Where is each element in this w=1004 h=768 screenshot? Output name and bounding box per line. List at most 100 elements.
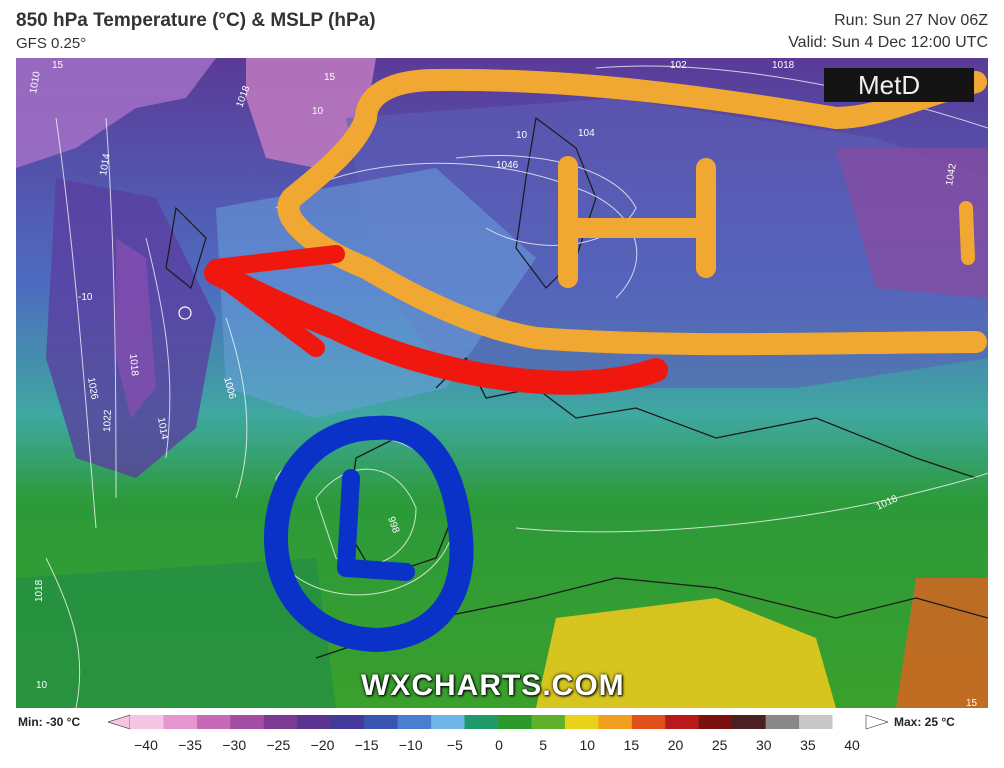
colorbar-segment xyxy=(832,715,867,729)
legend-tick-label: −15 xyxy=(354,737,379,753)
chart-header: 850 hPa Temperature (°C) & MSLP (hPa) GF… xyxy=(0,0,1004,58)
isobar-1018-west xyxy=(45,557,81,708)
isobar-1026 xyxy=(595,65,988,129)
cold-pool-east xyxy=(836,148,988,298)
metdesk-logo: MetD xyxy=(824,68,974,102)
colorbar-segment xyxy=(431,715,466,729)
isobar-label: 1042 xyxy=(944,162,959,186)
warm-east-orange xyxy=(896,578,988,708)
legend-tick-label: 5 xyxy=(539,737,548,753)
isobar-label: 1010 xyxy=(28,70,43,94)
colorbar-segment xyxy=(765,715,800,729)
isobar-label: 102 xyxy=(670,60,687,71)
colorbar-segment xyxy=(631,715,666,729)
warm-africa-yellow xyxy=(536,598,836,708)
legend-tick-label: 0 xyxy=(495,737,503,753)
isobar-label: 1014 xyxy=(155,417,170,441)
legend-tick-label: −40 xyxy=(134,737,158,753)
colorbar-min-arrow xyxy=(108,714,131,730)
isobar-high-outer xyxy=(275,162,638,299)
isobar-1046 xyxy=(455,155,637,246)
cold-air-europe xyxy=(346,98,988,388)
valid-time: Valid: Sun 4 Dec 12:00 UTC xyxy=(788,34,988,51)
colorbar-segment xyxy=(564,715,599,729)
legend-min-label: Min: -30 °C xyxy=(18,715,81,729)
colorbar-segment xyxy=(163,715,198,729)
isobar-1018 xyxy=(145,237,171,459)
isobar-label: 1046 xyxy=(496,160,519,171)
legend-tick-label: −20 xyxy=(310,737,335,753)
temperature-legend: Min: -30 °C Max: 25 °C −40 −35 −30 −25 −20 −1… xyxy=(0,708,1004,768)
colorbar-segment xyxy=(196,715,231,729)
isobar-label: 104 xyxy=(578,128,595,139)
colorbar-segments xyxy=(130,715,867,729)
isobar-label: 1018 xyxy=(772,60,795,71)
colorbar-segment xyxy=(297,715,332,729)
legend-tick-label: 30 xyxy=(755,737,772,753)
legend-tick-label: 10 xyxy=(579,737,596,753)
low-letter-l xyxy=(337,469,415,581)
colorbar-segment xyxy=(263,715,298,729)
colorbar-segment xyxy=(464,715,499,729)
colorbar-segment xyxy=(364,715,399,729)
isobar-labels: 15 1010 1014 1018 15 10 10 1046 104 102 … xyxy=(28,60,977,708)
coastline-iceland xyxy=(165,206,207,290)
weather-map: 15 1010 1014 1018 15 10 10 1046 104 102 … xyxy=(16,58,988,708)
legend-tick-label: −5 xyxy=(446,737,463,753)
legend-tick-label: −35 xyxy=(178,737,202,753)
high-letter-h xyxy=(558,156,716,288)
isobar-label: 10 xyxy=(36,680,48,691)
cold-pool-northwest xyxy=(16,58,216,168)
temperature-field: 15 1010 1014 1018 15 10 10 1046 104 102 … xyxy=(16,58,988,708)
hand-annotations xyxy=(204,68,987,652)
isobar-label: 1026 xyxy=(85,377,100,401)
low-pressure-circle xyxy=(264,415,474,652)
high-pressure-outline xyxy=(277,68,987,356)
isobar-label: 1022 xyxy=(102,409,114,432)
trough-core xyxy=(116,238,156,418)
isobar-label: 10 xyxy=(516,130,528,141)
isobar-label: 15 xyxy=(966,698,978,708)
small-low-center xyxy=(178,306,192,320)
model-label: GFS 0.25° xyxy=(16,35,87,52)
colorbar-segment xyxy=(330,715,365,729)
legend-tick-label: −30 xyxy=(222,737,247,753)
legend-tick-label: 20 xyxy=(667,737,684,753)
colorbar xyxy=(108,714,888,730)
colorbar-segment xyxy=(531,715,566,729)
colorbar-segment xyxy=(230,715,265,729)
colorbar-max-arrow xyxy=(865,714,888,730)
flow-arrow-head xyxy=(207,245,345,357)
subtropical-green xyxy=(16,558,336,708)
isobar-label: -10 xyxy=(78,292,93,303)
legend-tick-label: 15 xyxy=(623,737,640,753)
colorbar-segment xyxy=(397,715,432,729)
isobar-label: 10 xyxy=(312,106,324,117)
legend-tick-label: −10 xyxy=(398,737,423,753)
legend-tick-label: 40 xyxy=(844,737,860,753)
chart-title: 850 hPa Temperature (°C) & MSLP (hPa) xyxy=(16,10,376,31)
high-outline-tail xyxy=(959,201,975,265)
isobar-1006 xyxy=(225,317,248,499)
logo-text: MetD xyxy=(858,70,921,100)
run-time: Run: Sun 27 Nov 06Z xyxy=(834,12,988,29)
colorbar-segment xyxy=(130,715,164,729)
legend-tick-label: 35 xyxy=(800,737,816,753)
wxcharts-watermark: WXCHARTS.COM xyxy=(361,669,625,702)
colorbar-segment xyxy=(698,715,733,729)
isobar-label: 1018 xyxy=(127,353,140,377)
colorbar-segment xyxy=(732,715,767,729)
isobar-1010 xyxy=(55,117,97,529)
colorbar-segment xyxy=(498,715,532,729)
isobar-label: 15 xyxy=(52,60,64,71)
colorbar-segment xyxy=(598,715,633,729)
legend-tick-label: 25 xyxy=(711,737,728,753)
isobar-1014 xyxy=(105,117,117,499)
legend-max-label: Max: 25 °C xyxy=(894,715,955,729)
colorbar-segment xyxy=(799,715,834,729)
isobar-label: 1014 xyxy=(98,152,113,176)
legend-tick-label: −25 xyxy=(266,737,291,753)
colorbar-segment xyxy=(665,715,700,729)
isobar-1018-south xyxy=(515,472,988,533)
isobar-label: 15 xyxy=(324,72,336,83)
